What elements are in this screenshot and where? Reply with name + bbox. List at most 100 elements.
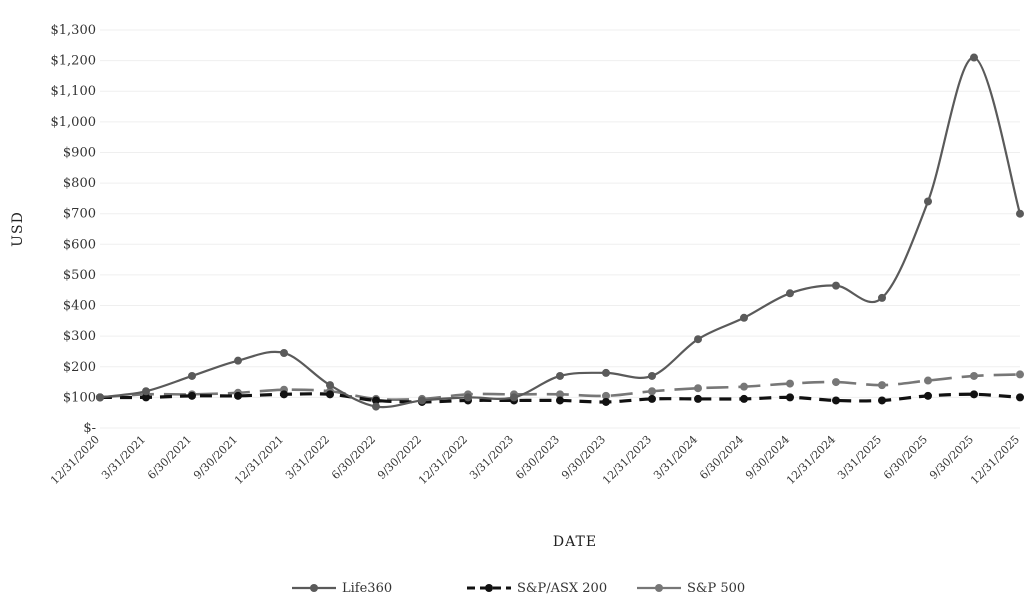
- data-point: [510, 393, 518, 402]
- y-tick-label: $300: [63, 329, 96, 344]
- data-point: [602, 391, 610, 400]
- y-tick-label: $1,100: [51, 84, 97, 99]
- grid-layer: [100, 29, 1020, 429]
- y-tick-label: $1,300: [51, 23, 97, 38]
- data-point: [924, 376, 932, 385]
- data-point: [878, 396, 886, 405]
- legend: Life360 S&P/ASX 200 S&P 500: [292, 581, 745, 596]
- data-point: [786, 379, 794, 388]
- data-point: [326, 381, 334, 390]
- legend-label: S&P/ASX 200: [517, 581, 607, 596]
- data-point: [188, 371, 196, 380]
- x-tick-label: 9/30/2023: [559, 433, 608, 482]
- data-point: [694, 384, 702, 393]
- x-tick-label: 12/31/2025: [968, 433, 1022, 487]
- series-s-p-asx-200: [96, 390, 1024, 406]
- x-tick-label: 3/31/2021: [99, 433, 148, 482]
- data-point: [878, 381, 886, 390]
- x-tick-label: 3/31/2022: [283, 433, 332, 482]
- data-point: [280, 390, 288, 399]
- x-tick-label: 3/31/2024: [651, 433, 700, 482]
- x-tick-label: 12/31/2024: [784, 433, 838, 487]
- data-point: [234, 391, 242, 400]
- data-point: [832, 378, 840, 387]
- y-tick-label: $400: [63, 299, 96, 314]
- x-tick-label: 12/31/2023: [600, 433, 654, 487]
- data-point: [970, 53, 978, 62]
- y-axis-title: USD: [10, 211, 26, 247]
- x-tick-label: 9/30/2021: [191, 433, 240, 482]
- data-point: [786, 393, 794, 402]
- y-tick-label: $1,000: [51, 115, 97, 130]
- x-tick-label: 6/30/2023: [513, 433, 562, 482]
- y-tick-label: $500: [63, 268, 96, 283]
- x-tick-label: 3/31/2025: [835, 433, 884, 482]
- x-tick-label: 6/30/2022: [329, 433, 378, 482]
- x-tick-label: 9/30/2024: [743, 433, 792, 482]
- y-tick-label: $100: [63, 390, 96, 405]
- data-point: [648, 394, 656, 403]
- x-tick-label: 12/31/2022: [416, 433, 470, 487]
- y-tick-label: $800: [63, 176, 96, 191]
- data-point: [924, 197, 932, 206]
- data-point: [1016, 393, 1024, 402]
- data-point: [96, 393, 104, 402]
- data-point: [234, 356, 242, 365]
- data-point: [832, 396, 840, 405]
- data-point: [602, 397, 610, 406]
- legend-marker: [485, 584, 493, 592]
- x-tick-label: 9/30/2025: [927, 433, 976, 482]
- data-point: [372, 396, 380, 405]
- data-point: [464, 393, 472, 402]
- x-tick-labels: 12/31/20203/31/20216/30/20219/30/202112/…: [48, 433, 1022, 487]
- x-tick-label: 6/30/2024: [697, 433, 746, 482]
- data-point: [602, 368, 610, 377]
- data-point: [924, 391, 932, 400]
- data-point: [878, 293, 886, 302]
- series-line-life360: [99, 56, 1022, 409]
- legend-marker: [655, 584, 663, 592]
- data-point: [1016, 209, 1024, 218]
- y-tick-label: $1,200: [51, 54, 97, 69]
- data-point: [142, 393, 150, 402]
- x-tick-label: 6/30/2025: [881, 433, 930, 482]
- data-point: [188, 391, 196, 400]
- y-tick-label: $-: [83, 421, 96, 436]
- series-life360: [96, 53, 1024, 411]
- legend-label: S&P 500: [687, 581, 745, 596]
- legend-item-life360: Life360: [292, 581, 392, 596]
- y-tick-label: $600: [63, 237, 96, 252]
- data-point: [832, 281, 840, 290]
- x-axis-title: DATE: [553, 534, 597, 550]
- y-tick-label: $200: [63, 360, 96, 375]
- data-point: [694, 394, 702, 403]
- data-point: [556, 390, 564, 399]
- data-point: [372, 402, 380, 411]
- data-point: [970, 390, 978, 399]
- data-point: [694, 335, 702, 344]
- x-tick-label: 12/31/2021: [232, 433, 286, 487]
- data-point: [786, 289, 794, 298]
- x-tick-label: 9/30/2022: [375, 433, 424, 482]
- data-point: [970, 371, 978, 380]
- y-tick-label: $700: [63, 207, 96, 222]
- data-point: [326, 390, 334, 399]
- data-point: [556, 396, 564, 405]
- data-point: [648, 387, 656, 396]
- y-tick-label: $900: [63, 145, 96, 160]
- x-tick-label: 6/30/2021: [145, 433, 194, 482]
- x-tick-label: 12/31/2020: [48, 433, 102, 487]
- legend-label: Life360: [342, 581, 392, 596]
- data-point: [280, 348, 288, 357]
- series-layer: [96, 53, 1024, 411]
- data-point: [648, 371, 656, 380]
- legend-marker: [310, 584, 318, 592]
- legend-item-s-p-asx-200: S&P/ASX 200: [467, 581, 607, 596]
- legend-item-s-p-500: S&P 500: [637, 581, 745, 596]
- data-point: [740, 313, 748, 322]
- data-point: [556, 371, 564, 380]
- x-tick-label: 3/31/2023: [467, 433, 516, 482]
- y-tick-labels: $- $100 $200 $300 $400 $500 $600 $700 $800 $900 $1…: [51, 23, 97, 436]
- data-point: [1016, 370, 1024, 379]
